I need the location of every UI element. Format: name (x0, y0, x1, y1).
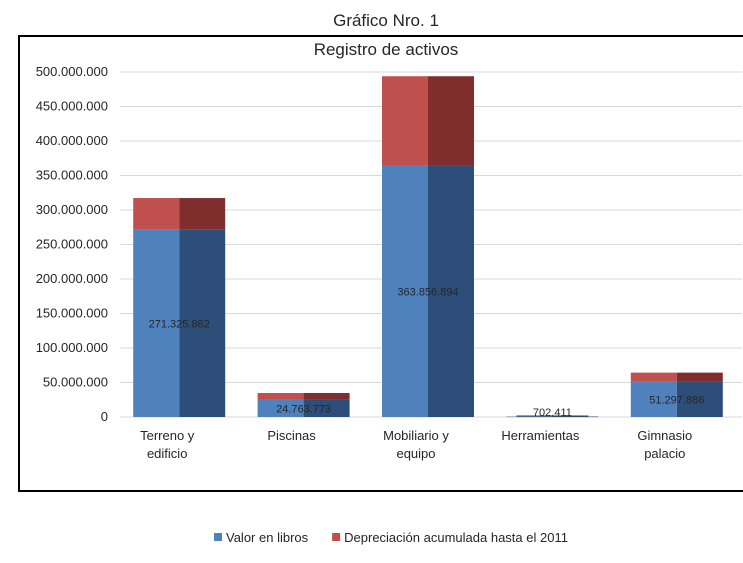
y-tick-label: 400.000.000 (36, 133, 108, 148)
y-tick-label: 500.000.000 (36, 64, 108, 79)
x-tick-label: Piscinas (267, 428, 316, 443)
data-label: 271.325.862 (149, 318, 210, 330)
x-tick-label-line: equipo (396, 446, 435, 461)
y-tick-label: 150.000.000 (36, 306, 108, 321)
y-tick-label: 350.000.000 (36, 168, 108, 183)
y-tick-label: 0 (101, 409, 108, 424)
x-tick-label-line: Terreno y (140, 428, 195, 443)
data-label: 51.297.886 (649, 394, 704, 406)
x-tick-label-line: edificio (147, 446, 187, 461)
x-tick-label-line: Herramientas (501, 428, 580, 443)
bar-segment-side (428, 165, 474, 417)
bar-segment (382, 76, 428, 166)
x-tick-label-line: Piscinas (267, 428, 316, 443)
y-tick-label: 300.000.000 (36, 202, 108, 217)
bar-segment (506, 416, 553, 418)
x-tick-label-line: palacio (644, 446, 685, 461)
bar-segment-side (303, 393, 350, 400)
bar-segment (257, 393, 304, 400)
plot-frame (18, 35, 743, 492)
legend-label: Depreciación acumulada hasta el 2011 (344, 530, 568, 545)
bar-segment-side (179, 198, 226, 230)
x-tick-label: Terreno y edificio (140, 428, 195, 461)
y-tick-label: 450.000.000 (36, 99, 108, 114)
bar-segment-side (676, 381, 723, 417)
bar-segment (630, 381, 677, 417)
x-tick-label-line: Mobiliario y (383, 428, 449, 443)
y-tick-label: 200.000.000 (36, 271, 108, 286)
x-axis: Terreno y edificio Piscinas Mobiliario y equ… (140, 428, 692, 461)
bar-segment-side (179, 229, 226, 417)
bar-segment (382, 165, 428, 417)
bar-segment-side (552, 416, 599, 418)
legend-swatch (332, 533, 341, 541)
bars (133, 76, 723, 418)
x-tick-label: Mobiliario y equipo (383, 428, 449, 461)
bar-segment (257, 399, 304, 417)
bar-segment (133, 198, 180, 230)
y-tick-label: 50.000.000 (43, 375, 108, 390)
data-label: 24.763.773 (276, 403, 331, 415)
bar-segment-side (303, 399, 350, 417)
x-tick-label-line: Gimnasio (637, 428, 692, 443)
legend-swatch (214, 533, 222, 541)
bar-segment-side (676, 372, 723, 382)
x-tick-label: Gimnasio palacio (637, 428, 692, 461)
bar-segment-side (428, 76, 474, 166)
data-label: 702.411 (533, 407, 572, 419)
data-labels: 271.325.862 24.763.773 363.856.894 702.411 5… (149, 286, 705, 419)
y-tick-label: 100.000.000 (36, 340, 108, 355)
data-label: 363.856.894 (397, 286, 458, 298)
x-tick-label: Herramientas (501, 428, 580, 443)
y-tick-label: 250.000.000 (36, 237, 108, 252)
chart-title: Gráfico Nro. 1 (333, 11, 439, 30)
legend-label: Valor en libros (226, 530, 309, 545)
y-axis: 0 50.000.000 100.000.000 150.000.000 200.000… (36, 64, 108, 424)
chart-subtitle: Registro de activos (314, 40, 459, 59)
legend: Valor en libros Depreciación acumulada ha… (214, 530, 568, 545)
bar-segment (630, 372, 677, 382)
bar-segment (133, 229, 180, 417)
